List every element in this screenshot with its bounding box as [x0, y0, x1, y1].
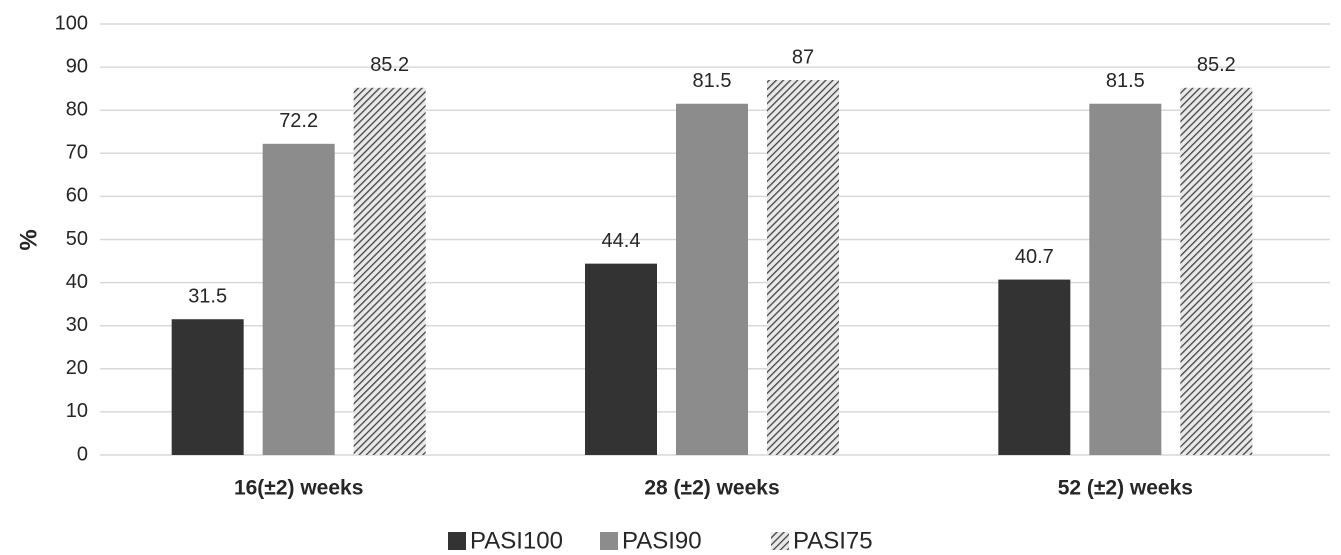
legend-label: PASI75 — [793, 527, 873, 554]
y-tick-label: 80 — [66, 98, 88, 120]
y-tick-label: 70 — [66, 142, 88, 164]
legend-marker — [771, 532, 789, 550]
bar — [262, 143, 335, 455]
bar — [171, 319, 244, 455]
y-tick-label: 30 — [66, 314, 88, 336]
bar — [1089, 103, 1162, 456]
data-label: 40.7 — [1015, 246, 1054, 268]
bar — [1180, 87, 1253, 456]
data-label: 81.5 — [1106, 70, 1145, 92]
y-tick-label: 40 — [66, 271, 88, 293]
x-tick-label: 16(±2) weeks — [234, 477, 363, 500]
y-axis-title: % — [15, 229, 42, 250]
data-label: 31.5 — [188, 286, 227, 308]
y-tick-label: 100 — [55, 12, 88, 34]
data-label: 87 — [792, 46, 814, 68]
bar — [353, 87, 426, 456]
bar — [676, 103, 748, 456]
bar — [585, 263, 657, 455]
legend-label: PASI90 — [622, 527, 702, 554]
x-tick-label: 52 (±2) weeks — [1058, 477, 1193, 500]
y-tick-label: 0 — [77, 443, 88, 465]
data-label: 85.2 — [1197, 54, 1236, 76]
legend-label: PASI100 — [470, 527, 563, 554]
y-tick-label: 60 — [66, 185, 88, 207]
y-tick-label: 10 — [66, 400, 88, 422]
data-label: 85.2 — [370, 54, 409, 76]
data-label: 81.5 — [693, 70, 732, 92]
legend-marker — [600, 532, 618, 550]
bar — [998, 279, 1071, 455]
legend-marker — [448, 532, 466, 550]
data-label: 72.2 — [279, 110, 318, 132]
x-tick-label: 28 (±2) weeks — [644, 477, 779, 500]
data-label: 44.4 — [602, 230, 641, 252]
bar — [767, 80, 839, 455]
y-tick-label: 20 — [66, 357, 88, 379]
y-tick-label: 50 — [66, 228, 88, 250]
y-tick-label: 90 — [66, 55, 88, 77]
